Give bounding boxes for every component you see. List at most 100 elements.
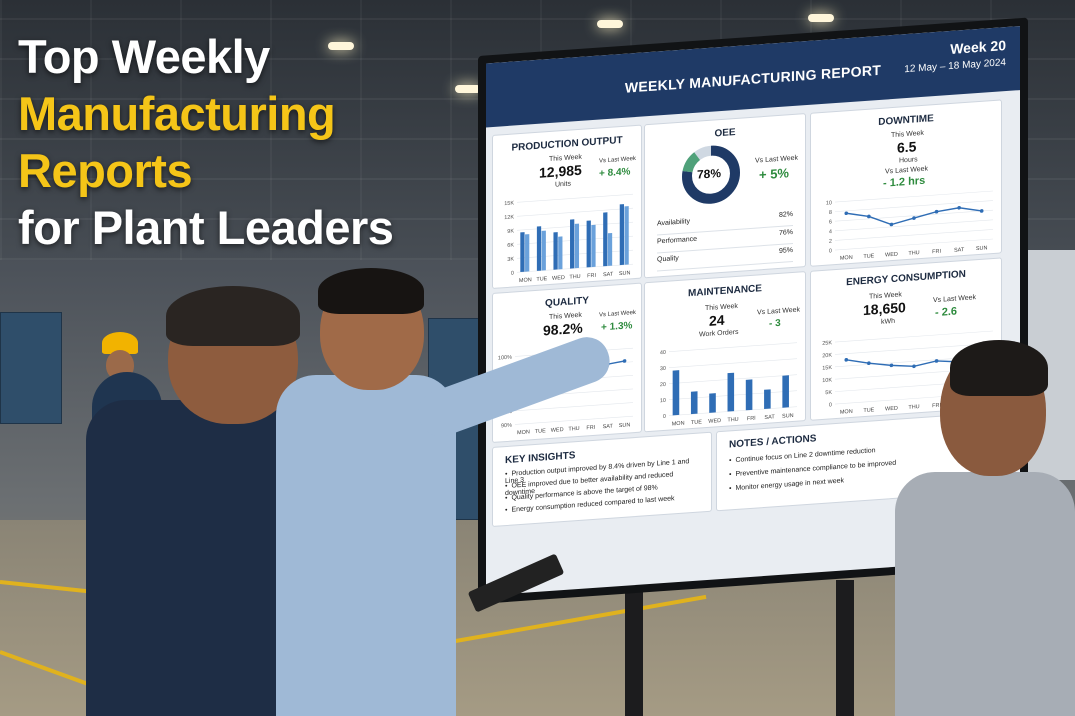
data-point [957,205,961,210]
x-tick-label: SUN [619,422,631,429]
bar [536,226,542,271]
headline-line-2: Manufacturing [18,87,336,140]
gridline [835,200,993,212]
data-point [867,361,871,366]
data-point [889,222,894,227]
y-tick-label: 6 [829,219,832,225]
data-point [867,214,871,219]
x-tick-label: SAT [603,424,614,431]
ceiling-light [455,85,481,93]
x-tick-label: THU [727,417,738,424]
bar [690,391,698,415]
data-point [622,359,627,363]
x-tick-label: SUN [782,413,794,420]
bar [520,232,525,273]
production-output-panel: PRODUCTION OUTPUT This Week 12,985 Units… [492,124,642,290]
y-tick-label: 30 [660,366,666,372]
y-tick-label: 9K [507,228,514,234]
y-tick-label: 2 [829,239,832,245]
data-point [912,216,916,220]
bar [591,224,596,268]
data-point [934,209,939,214]
y-tick-label: 15K [504,200,514,207]
x-tick-label: MON [519,277,532,284]
y-tick-label: 100% [498,355,512,362]
production-unit: Units [555,180,571,189]
panel-title: PRODUCTION OUTPUT [511,134,623,154]
bar [624,206,629,265]
bar [525,234,530,272]
y-tick-label: 15K [822,365,832,372]
maintenance-delta: - 3 [769,317,781,330]
panel-title: DOWNTIME [878,113,934,129]
x-tick-label: SAT [954,247,965,254]
downtime-value: 6.5 [897,138,917,156]
vs-last-week-label: Vs Last Week [933,294,977,305]
x-tick-label: WED [885,252,898,259]
gridline [515,415,633,425]
bar [619,204,625,266]
oee-panel: OEE 78% Vs Last Week + 5% Availability 82… [644,113,806,279]
y-tick-label: 0 [663,414,666,420]
x-tick-label: MON [517,429,530,436]
x-tick-label: SUN [976,245,988,252]
panel-title: ENERGY CONSUMPTION [846,268,966,289]
bar [603,212,608,267]
maintenance-panel: MAINTENANCE This Week 24 Work Orders Vs … [644,271,806,433]
x-tick-label: WED [551,427,564,434]
quality-value: 98.2% [543,319,583,339]
downtime-unit: Hours [899,156,918,165]
y-tick-label: 25K [822,340,832,347]
x-tick-label: TUE [863,407,874,414]
x-tick-label: WED [552,275,565,282]
oee-delta: + 5% [759,165,789,183]
x-tick-label: TUE [536,276,547,283]
production-value: 12,985 [539,161,582,181]
x-tick-label: FRI [932,403,941,410]
report-title: WEEKLY MANUFACTURING REPORT [624,61,882,96]
gridline [515,402,633,412]
gridline [835,238,993,251]
ceiling-light [597,20,623,28]
x-tick-label: FRI [747,416,756,423]
this-week-label: This Week [891,129,924,140]
bar [745,379,753,411]
bar [558,236,563,270]
production-delta: + 8.4% [599,166,631,180]
key-insights-panel: KEY INSIGHTS Production output improved … [492,431,712,528]
energy-delta: - 2.6 [935,305,958,320]
x-tick-label: THU [908,404,919,411]
x-tick-label: TUE [691,419,702,426]
y-tick-label: 8 [829,210,832,216]
this-week-label: This Week [705,302,738,313]
y-tick-label: 6K [507,242,514,248]
gridline [669,358,797,368]
ceiling-light [328,42,354,50]
bar [607,232,613,266]
gridline [517,193,633,203]
headline-line-1: Top Weekly [18,30,270,83]
downtime-delta: - 1.2 hrs [883,174,926,190]
y-tick-label: 40 [660,350,666,356]
headline-line-4: for Plant Leaders [18,201,394,254]
energy-unit: kWh [881,317,895,326]
oee-value: 78% [697,166,722,182]
headline: Top Weekly Manufacturing Reports for Pla… [18,28,394,256]
y-tick-label: 0 [829,248,832,254]
ceiling-light [808,14,834,22]
vs-last-week-label: Vs Last Week [599,155,636,165]
gridline [835,190,993,203]
maintenance-value: 24 [709,311,725,329]
vs-last-week-label: Vs Last Week [599,309,636,319]
x-tick-label: SAT [764,414,775,421]
data-point [844,211,849,216]
gridline [835,219,993,232]
donut-segment [682,145,740,204]
x-tick-label: FRI [932,249,941,256]
maintenance-bar-chart: 40 30 20 10 0 MON TUE WED THU FRI SAT SUN [649,336,801,429]
gridline [835,330,993,343]
gridline [669,342,797,352]
x-tick-label: WED [708,418,721,425]
hard-hat-icon [102,332,138,354]
bar [541,230,546,271]
